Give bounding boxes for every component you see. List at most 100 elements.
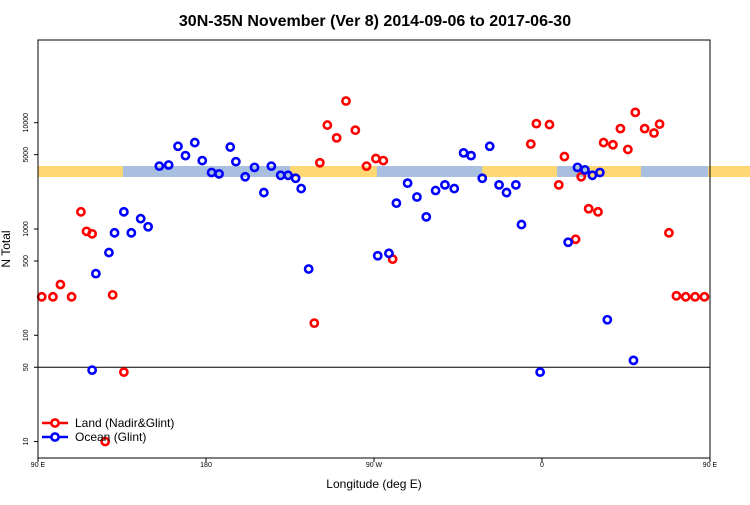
legend-marker	[50, 432, 60, 442]
ocean-point	[449, 183, 460, 194]
land-point	[559, 151, 570, 162]
y-tick-label: 500	[23, 255, 30, 267]
x-tick-label: 90 E	[31, 462, 46, 469]
ocean-point	[372, 250, 383, 261]
data-points	[36, 96, 710, 447]
legend-label: Land (Nadir&Glint)	[75, 416, 174, 430]
ocean-point	[258, 187, 269, 198]
ocean-point	[510, 179, 521, 190]
x-tick-label: 180	[200, 462, 212, 469]
ocean-point	[296, 183, 307, 194]
ocean-point	[421, 211, 432, 222]
land-point	[570, 234, 581, 245]
land-point	[690, 291, 700, 302]
ocean-point	[466, 150, 476, 161]
ocean-point	[189, 137, 200, 148]
land-point	[615, 123, 626, 134]
ocean-point	[126, 227, 137, 238]
legend-label: Ocean (Glint)	[75, 430, 146, 444]
land-point	[76, 206, 86, 217]
land-point	[608, 139, 618, 150]
ocean-point	[580, 164, 590, 175]
y-tick-label: 1000	[23, 221, 30, 237]
land-ocean-band	[38, 166, 750, 177]
ocean-point	[477, 173, 488, 184]
land-point	[598, 137, 609, 148]
ocean-point	[628, 355, 639, 366]
land-point	[309, 318, 320, 329]
land-point	[593, 206, 603, 217]
land-point	[331, 132, 342, 143]
ocean-point	[602, 314, 613, 325]
land-point	[680, 291, 691, 302]
land-point	[322, 120, 333, 130]
ocean-point	[163, 160, 174, 170]
ocean-point	[154, 161, 165, 172]
land-point	[630, 107, 641, 118]
land-point	[622, 144, 633, 155]
land-point	[66, 291, 77, 302]
ocean-point	[230, 156, 241, 167]
y-axis-label: N Total	[0, 230, 13, 267]
land-point	[370, 153, 381, 164]
land-point	[639, 123, 650, 134]
y-tick-label: 10	[23, 438, 30, 446]
x-axis: 90 E 180 90 W 0 90 E	[31, 458, 718, 469]
land-segment	[708, 166, 750, 177]
ocean-point	[458, 147, 469, 158]
ocean-point	[197, 155, 208, 166]
x-axis-label: Longitude (deg E)	[326, 477, 421, 491]
ocean-point	[516, 219, 527, 230]
ocean-point	[563, 237, 574, 248]
land-point	[36, 291, 47, 302]
y-tick-label: 100	[23, 329, 30, 341]
land-point	[378, 155, 389, 166]
ocean-point	[249, 162, 260, 173]
legend-marker	[50, 418, 60, 428]
land-point	[314, 157, 325, 168]
land-point	[118, 367, 129, 378]
x-tick-label: 90 E	[703, 462, 718, 469]
land-point	[100, 436, 111, 447]
ocean-point	[240, 171, 251, 182]
ocean-point	[501, 187, 512, 198]
land-point	[361, 161, 372, 172]
land-segment	[482, 166, 557, 177]
ocean-point	[104, 247, 114, 258]
ocean-point	[303, 264, 314, 274]
ocean-point	[87, 365, 98, 376]
ocean-point	[412, 192, 422, 202]
ocean-point	[180, 150, 191, 161]
y-tick-label: 5000	[23, 147, 30, 163]
ocean-point	[173, 141, 183, 152]
ocean-point	[594, 167, 605, 178]
ocean-point	[135, 213, 146, 224]
land-point	[699, 291, 710, 302]
ocean-point	[391, 198, 402, 209]
chart-title: 30N-35N November (Ver 8) 2014-09-06 to 2…	[179, 13, 571, 30]
land-point	[553, 179, 564, 190]
land-point	[55, 279, 66, 290]
land-point	[654, 119, 665, 130]
ocean-point	[484, 141, 495, 152]
ocean-point	[430, 185, 441, 196]
land-segment	[38, 166, 123, 177]
plot-frame	[37, 39, 711, 459]
land-point	[87, 228, 98, 239]
y-tick-label: 10000	[23, 113, 30, 133]
ocean-point	[266, 161, 277, 172]
land-point	[649, 128, 659, 138]
x-tick-label: 90 W	[366, 462, 383, 469]
ocean-point	[440, 179, 450, 190]
ocean-point	[143, 221, 154, 232]
ocean-point	[535, 367, 546, 378]
land-point	[531, 118, 542, 129]
ocean-point	[90, 268, 101, 279]
ocean-point	[118, 206, 129, 217]
land-point	[525, 139, 536, 149]
ocean-point	[109, 227, 120, 238]
legend: Land (Nadir&Glint)Ocean (Glint)	[42, 416, 174, 444]
y-axis: 10 50 100 500 1000 5000 10000	[23, 113, 38, 446]
land-point	[341, 96, 351, 106]
